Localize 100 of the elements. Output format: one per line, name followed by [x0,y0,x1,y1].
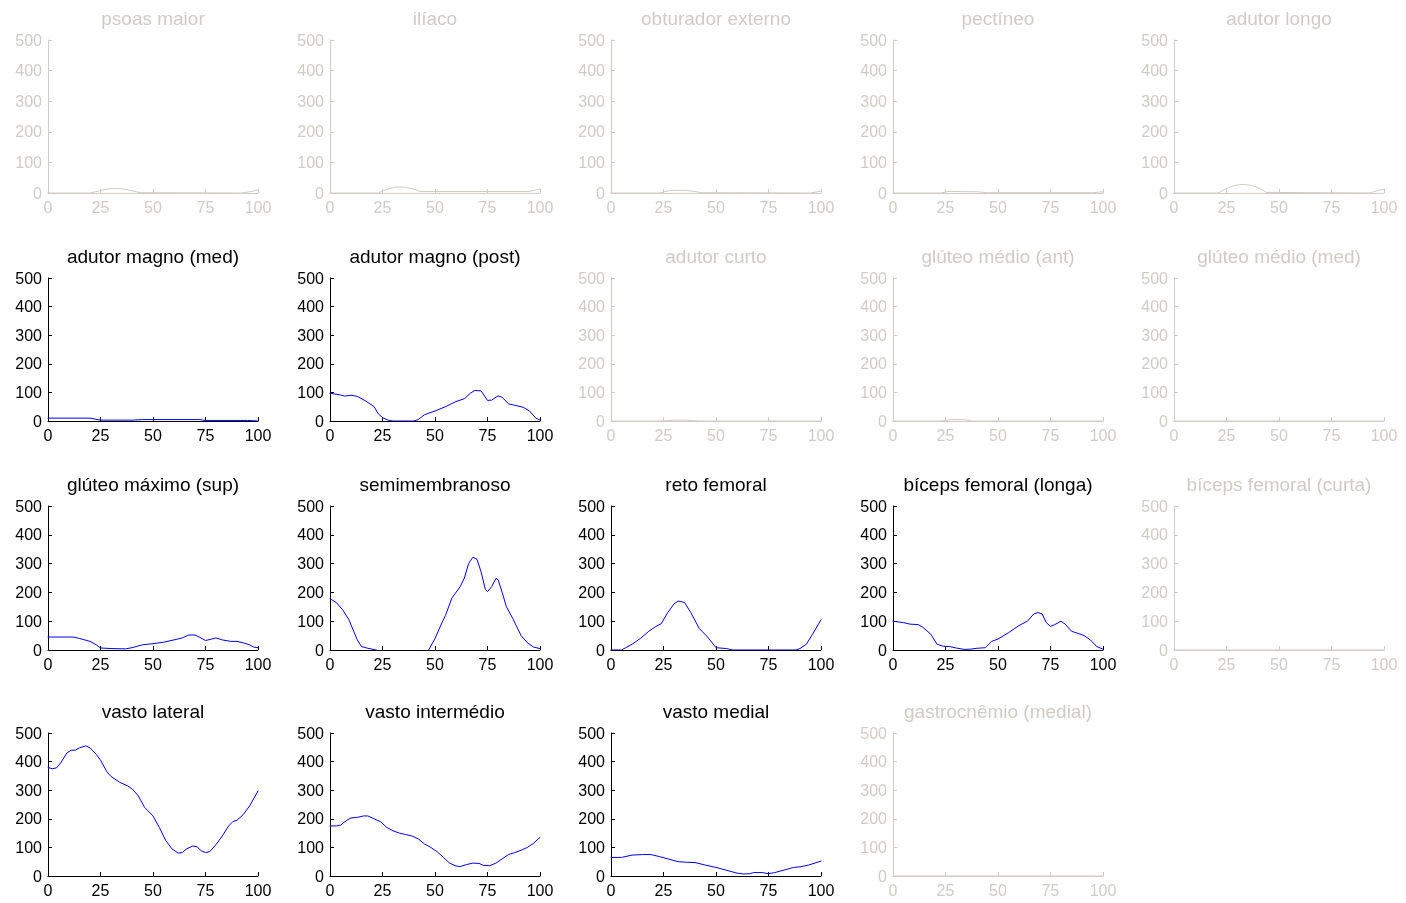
x-tick-label: 25 [936,881,954,899]
x-tick-label: 100 [244,655,272,673]
x-tick-label: 0 [325,426,335,444]
x-tick-label: 50 [144,198,162,216]
y-tick-label: 500 [1141,269,1169,287]
x-tick-label: 25 [654,655,673,673]
x-tick-label: 100 [526,426,553,444]
y-tick-label: 400 [15,526,43,544]
y-tick-label: 400 [859,62,887,80]
chart-title: adutor longo [1226,8,1332,29]
x-tick-label: 50 [1270,655,1288,673]
y-tick-label: 0 [1159,412,1169,430]
y-tick-label: 0 [596,184,606,202]
chart-title: pectíneo [961,8,1034,29]
x-tick-label: 75 [478,426,496,444]
x-tick-label: 50 [1270,426,1288,444]
x-tick-label: 50 [144,655,162,673]
x-tick-label: 75 [759,655,778,673]
y-tick-label: 500 [578,724,606,742]
y-tick-label: 100 [578,383,606,401]
x-tick-label: 100 [244,198,272,216]
x-tick-label: 100 [807,198,835,216]
x-tick-label: 50 [425,881,444,899]
x-tick-label: 0 [888,198,898,216]
x-tick-label: 25 [654,198,673,216]
y-tick-label: 300 [296,781,324,799]
x-tick-label: 25 [91,881,110,899]
y-tick-label: 0 [877,867,887,885]
x-tick-label: 25 [1217,426,1236,444]
y-tick-label: 300 [15,92,43,110]
y-tick-label: 500 [578,31,606,49]
y-tick-label: 400 [296,753,324,771]
x-tick-label: 100 [1089,426,1116,444]
y-tick-label: 100 [1141,153,1169,171]
y-tick-label: 500 [296,497,324,515]
y-tick-label: 100 [296,838,324,856]
x-tick-label: 50 [144,881,162,899]
y-tick-label: 300 [296,555,324,573]
chart-title: semimembranoso [359,474,510,495]
y-tick-label: 0 [596,867,606,885]
x-tick-label: 75 [759,881,778,899]
y-tick-label: 0 [1159,641,1169,659]
y-tick-label: 400 [1141,298,1169,316]
x-tick-label: 25 [91,426,110,444]
x-tick-label: 25 [91,655,110,673]
x-tick-label: 75 [1322,198,1341,216]
chart-title: vasto intermédio [364,701,505,722]
line-series [329,815,540,868]
x-tick-label: 25 [936,655,954,673]
y-tick-label: 300 [1141,326,1169,344]
x-tick-label: 50 [425,655,444,673]
y-tick-label: 200 [15,355,43,373]
x-tick-label: 0 [888,655,898,673]
y-tick-label: 100 [296,612,324,630]
chart-title: obturador externo [641,8,791,29]
y-tick-label: 0 [877,184,887,202]
y-tick-label: 100 [15,838,43,856]
x-tick-label: 100 [1089,655,1116,673]
y-tick-label: 200 [578,810,606,828]
x-tick-label: 0 [325,198,335,216]
y-tick-label: 300 [296,326,324,344]
y-tick-label: 200 [578,355,606,373]
y-tick-label: 400 [1141,526,1169,544]
x-tick-label: 25 [654,881,673,899]
y-tick-label: 100 [578,612,606,630]
x-tick-label: 50 [1270,198,1288,216]
y-tick-label: 0 [596,641,606,659]
chart-title: vasto lateral [101,701,205,722]
y-tick-label: 300 [15,326,43,344]
y-tick-label: 200 [296,355,324,373]
chart-title: ilíaco [412,8,457,29]
x-tick-label: 0 [325,881,335,899]
y-tick-label: 500 [15,724,43,742]
y-tick-label: 500 [1141,31,1169,49]
y-tick-label: 0 [314,867,324,885]
y-tick-label: 400 [578,62,606,80]
x-tick-label: 50 [707,426,725,444]
x-tick-label: 25 [1217,198,1236,216]
x-tick-label: 75 [1322,655,1341,673]
chart-title: adutor magno (med) [66,246,240,267]
x-tick-label: 50 [988,198,1007,216]
y-tick-label: 300 [1141,92,1169,110]
x-tick-label: 75 [1041,655,1059,673]
y-tick-label: 500 [859,31,887,49]
chart-title: adutor curto [665,246,767,267]
x-tick-label: 25 [91,198,110,216]
y-tick-label: 200 [859,810,887,828]
y-tick-label: 500 [296,31,324,49]
chart-title: bíceps femoral (longa) [902,474,1093,495]
x-tick-label: 75 [196,655,215,673]
y-tick-label: 300 [859,326,887,344]
x-tick-label: 75 [759,426,778,444]
x-tick-label: 25 [373,881,391,899]
y-tick-label: 400 [15,62,43,80]
y-tick-label: 200 [15,583,43,601]
x-tick-label: 100 [526,198,553,216]
x-tick-label: 25 [654,426,673,444]
x-tick-label: 50 [425,198,444,216]
chart-title: vasto medial [662,701,770,722]
chart-title: gastrocnêmio (medial) [903,701,1092,722]
